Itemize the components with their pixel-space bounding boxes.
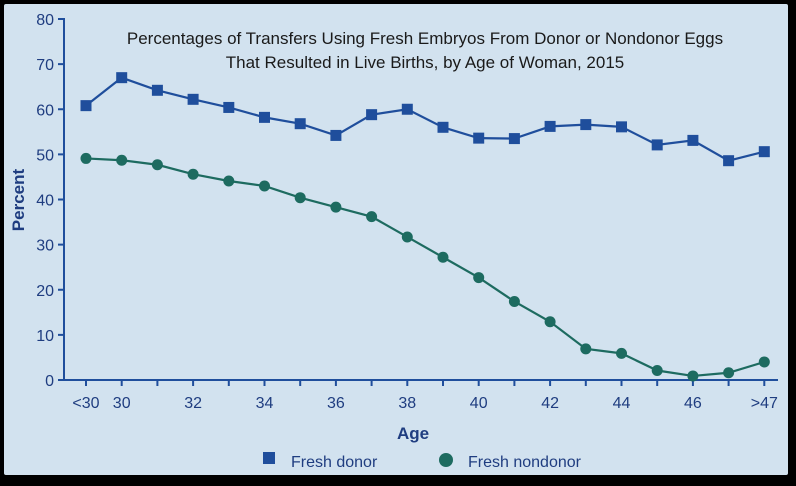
chart-title: Percentages of Transfers Using Fresh Emb…: [127, 29, 723, 72]
y-tick-label: 50: [36, 147, 54, 164]
x-tick-label: 36: [327, 395, 345, 412]
data-point: [116, 72, 128, 84]
series-fresh-donor: [80, 72, 770, 167]
series-line: [85, 76, 765, 162]
legend-marker-fresh-nondonor: [439, 453, 453, 467]
data-point: [437, 251, 449, 263]
x-tick-label: 32: [184, 395, 202, 412]
data-point: [651, 139, 663, 151]
data-point: [580, 343, 592, 355]
data-point: [294, 118, 306, 130]
series-layer: [80, 72, 770, 382]
y-tick-label: 30: [36, 238, 54, 255]
data-point: [366, 211, 378, 223]
x-tick-label: 30: [113, 395, 131, 412]
data-point: [437, 121, 449, 133]
chart-background: [4, 4, 788, 475]
y-axis-label: Percent: [9, 168, 28, 231]
legend-label-fresh-nondonor: Fresh nondonor: [468, 454, 582, 471]
x-tick-label: 46: [684, 395, 702, 412]
data-point: [401, 231, 413, 243]
y-tick-label: 20: [36, 283, 54, 300]
data-point: [187, 93, 199, 105]
data-point: [80, 152, 92, 164]
data-point: [259, 111, 270, 123]
legend-marker-fresh-donor: [263, 452, 275, 464]
y-tick-label: 80: [36, 12, 54, 29]
data-point: [473, 132, 485, 144]
data-point: [651, 365, 663, 377]
data-point: [544, 316, 556, 328]
x-axis-ticks: <30 30 32 34 36 38 40 42 44 46 >47: [72, 380, 778, 412]
data-point: [687, 134, 699, 146]
data-point: [116, 154, 128, 166]
data-point: [508, 295, 520, 307]
x-tick-label: <30: [72, 395, 99, 412]
data-point: [544, 120, 556, 132]
data-point: [758, 146, 770, 158]
x-axis-label: Age: [397, 424, 429, 443]
data-point: [723, 155, 735, 167]
data-point: [616, 347, 627, 359]
data-point: [259, 180, 270, 192]
data-point: [151, 159, 163, 171]
y-tick-label: 60: [36, 102, 54, 119]
x-tick-label: 44: [613, 395, 631, 412]
x-tick-label: 40: [470, 395, 488, 412]
series-fresh-nondonor: [80, 152, 770, 382]
data-point: [616, 121, 627, 133]
y-tick-label: 40: [36, 193, 54, 210]
data-point: [151, 84, 163, 96]
data-point: [223, 101, 235, 113]
data-point: [401, 103, 413, 115]
data-point: [330, 201, 342, 213]
data-point: [187, 168, 199, 180]
data-point: [223, 175, 235, 187]
y-tick-label: 70: [36, 57, 54, 74]
data-point: [723, 367, 735, 379]
legend: Fresh donor Fresh nondonor: [263, 452, 582, 471]
y-tick-label: 10: [36, 328, 54, 345]
data-point: [366, 109, 378, 121]
x-tick-label: 38: [398, 395, 416, 412]
data-point: [294, 192, 306, 204]
series-line: [85, 157, 765, 378]
x-tick-label: 34: [256, 395, 274, 412]
data-point: [330, 129, 342, 141]
x-tick-label: 42: [541, 395, 559, 412]
data-point: [473, 272, 485, 284]
data-point: [80, 100, 92, 112]
data-point: [580, 119, 592, 131]
data-point: [508, 133, 520, 145]
chart-title-line-2: That Resulted in Live Births, by Age of …: [226, 53, 624, 72]
legend-label-fresh-donor: Fresh donor: [291, 454, 378, 471]
data-point: [687, 370, 699, 382]
x-tick-label: >47: [751, 395, 778, 412]
y-axis-ticks: 0 10 20 30 40 50 60 70 80: [36, 12, 64, 390]
data-point: [758, 356, 770, 368]
y-tick-label: 0: [45, 373, 54, 390]
chart-title-line-1: Percentages of Transfers Using Fresh Emb…: [127, 29, 723, 48]
